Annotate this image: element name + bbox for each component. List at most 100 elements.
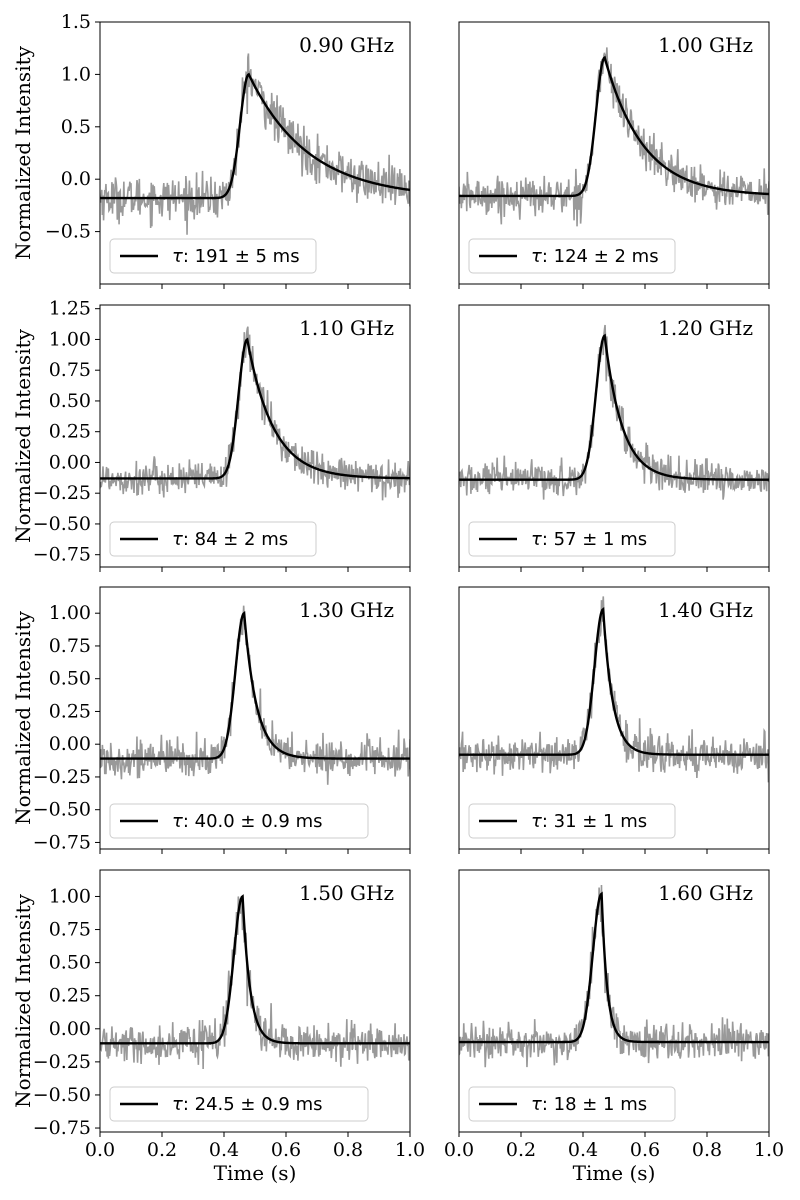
frequency-label: 1.30 GHz (299, 598, 394, 622)
panel-090ghz: −0.5 0.0 0.5 1.0 1.5 0.90 GHz τ: 191 ± 5 ms (45, 11, 411, 289)
data-trace (100, 326, 410, 501)
fit-line (100, 72, 410, 200)
axes-frame (99, 304, 411, 568)
panel-130ghz: −0.75 −0.50 −0.25 0.00 0.25 0.50 0.75 1.00 1.30 … (33, 586, 411, 854)
y-tick-label: −0.75 (33, 1117, 91, 1139)
x-tick-label: 0.6 (271, 1139, 301, 1161)
data-trace (100, 53, 410, 235)
y-tick-label: 0.50 (49, 952, 91, 974)
panel-120ghz: 1.20 GHz τ: 57 ± 1 ms (458, 304, 770, 572)
y-tick-label: 0.50 (49, 390, 91, 412)
y-axis-label: Normalized Intensity (11, 610, 35, 825)
axes-frame (458, 586, 770, 850)
axes-frame (458, 869, 770, 1133)
legend-label: τ: 57 ± 1 ms (531, 529, 647, 550)
x-tick-label: 1.0 (395, 1139, 425, 1161)
frequency-label: 1.20 GHz (658, 316, 753, 340)
fit-line (459, 891, 769, 1044)
legend-box (468, 1086, 676, 1122)
fit-line (459, 606, 769, 756)
tau-symbol: τ (531, 1094, 542, 1115)
tau-value: : 40.0 ± 0.9 ms (183, 811, 323, 832)
y-tick-label: 0.00 (49, 1018, 91, 1040)
x-tick-label: 0.4 (209, 1139, 239, 1161)
x-tick-label: 0.8 (333, 1139, 363, 1161)
y-tick-label: −0.75 (33, 544, 91, 566)
legend-box (109, 521, 317, 557)
axes-frame (99, 21, 411, 285)
legend-label: τ: 31 ± 1 ms (531, 811, 647, 832)
frequency-label: 1.40 GHz (658, 598, 753, 622)
y-tick-label: 0.50 (49, 668, 91, 690)
legend-box (468, 521, 676, 557)
y-tick-label: −0.5 (45, 221, 91, 243)
tau-symbol: τ (531, 811, 542, 832)
tau-value: : 124 ± 2 ms (542, 246, 659, 267)
axes-frame (458, 304, 770, 568)
x-axis-label: Time (s) (214, 1161, 297, 1185)
y-axis-label: Normalized Intensity (11, 328, 35, 543)
tau-value: : 24.5 ± 0.9 ms (183, 1094, 323, 1115)
y-tick-label: −0.50 (33, 799, 91, 821)
frequency-label: 1.00 GHz (658, 33, 753, 57)
tau-symbol: τ (172, 1094, 183, 1115)
x-tick-label: 0.0 (85, 1139, 115, 1161)
x-tick-label: 0.8 (692, 1139, 722, 1161)
panel-100ghz: 1.00 GHz τ: 124 ± 2 ms (458, 21, 770, 289)
y-tick-label: 0.75 (49, 919, 91, 941)
panel-150ghz: −0.75 −0.50 −0.25 0.00 0.25 0.50 0.75 1.00 0.0 0.… (33, 869, 425, 1161)
legend-label: τ: 191 ± 5 ms (172, 246, 300, 267)
tau-value: : 31 ± 1 ms (542, 811, 647, 832)
tau-value: : 18 ± 1 ms (542, 1094, 647, 1115)
data-trace (459, 885, 769, 1068)
y-tick-label: −0.25 (33, 482, 91, 504)
axes-frame (458, 21, 770, 285)
x-tick-label: 0.2 (147, 1139, 177, 1161)
y-tick-label: 1.00 (49, 328, 91, 350)
y-tick-label: −0.25 (33, 766, 91, 788)
panel-140ghz: 1.40 GHz τ: 31 ± 1 ms (458, 586, 770, 854)
y-tick-label: 1.00 (49, 885, 91, 907)
fit-line (100, 894, 410, 1045)
tau-value: : 84 ± 2 ms (183, 529, 288, 550)
fit-line (100, 610, 410, 760)
y-tick-label: 0.25 (49, 421, 91, 443)
y-tick-label: 1.25 (49, 298, 91, 320)
y-tick-label: −0.75 (33, 831, 91, 853)
legend-box (468, 238, 676, 274)
y-tick-label: 1.0 (61, 63, 91, 85)
panel-110ghz: −0.75 −0.50 −0.25 0.00 0.25 0.50 0.75 1.00 1.25 1… (33, 298, 411, 572)
y-tick-label: −0.50 (33, 1084, 91, 1106)
y-axis-label: Normalized Intensity (11, 893, 35, 1108)
data-trace (100, 896, 410, 1070)
frequency-label: 1.50 GHz (299, 881, 394, 905)
legend-box (468, 803, 676, 839)
tau-symbol: τ (172, 811, 183, 832)
y-tick-label: 0.25 (49, 700, 91, 722)
x-tick-label: 0.2 (506, 1139, 536, 1161)
x-axis-label: Time (s) (573, 1161, 656, 1185)
legend-box (109, 1086, 369, 1122)
fit-line (459, 333, 769, 481)
data-trace (459, 47, 769, 227)
x-tick-label: 0.4 (568, 1139, 598, 1161)
frequency-label: 0.90 GHz (299, 33, 394, 57)
x-tick-label: 1.0 (754, 1139, 784, 1161)
legend-box (109, 803, 369, 839)
y-tick-label: 0.75 (49, 359, 91, 381)
frequency-label: 1.10 GHz (299, 316, 394, 340)
tau-symbol: τ (172, 246, 183, 267)
y-tick-label: 0.5 (61, 116, 91, 138)
tau-value: : 57 ± 1 ms (542, 529, 647, 550)
y-tick-label: 0.25 (49, 985, 91, 1007)
y-tick-label: 0.75 (49, 635, 91, 657)
y-tick-label: 1.00 (49, 602, 91, 624)
y-tick-label: −0.25 (33, 1051, 91, 1073)
y-tick-label: 0.00 (49, 451, 91, 473)
legend-label: τ: 18 ± 1 ms (531, 1094, 647, 1115)
y-tick-label: 0.00 (49, 733, 91, 755)
legend-label: τ: 84 ± 2 ms (172, 529, 288, 550)
legend-label: τ: 124 ± 2 ms (531, 246, 659, 267)
panel-160ghz: 0.0 0.2 0.4 0.6 0.8 1.0 1.60 GHz τ: 18 ± 1 ms (444, 869, 784, 1161)
